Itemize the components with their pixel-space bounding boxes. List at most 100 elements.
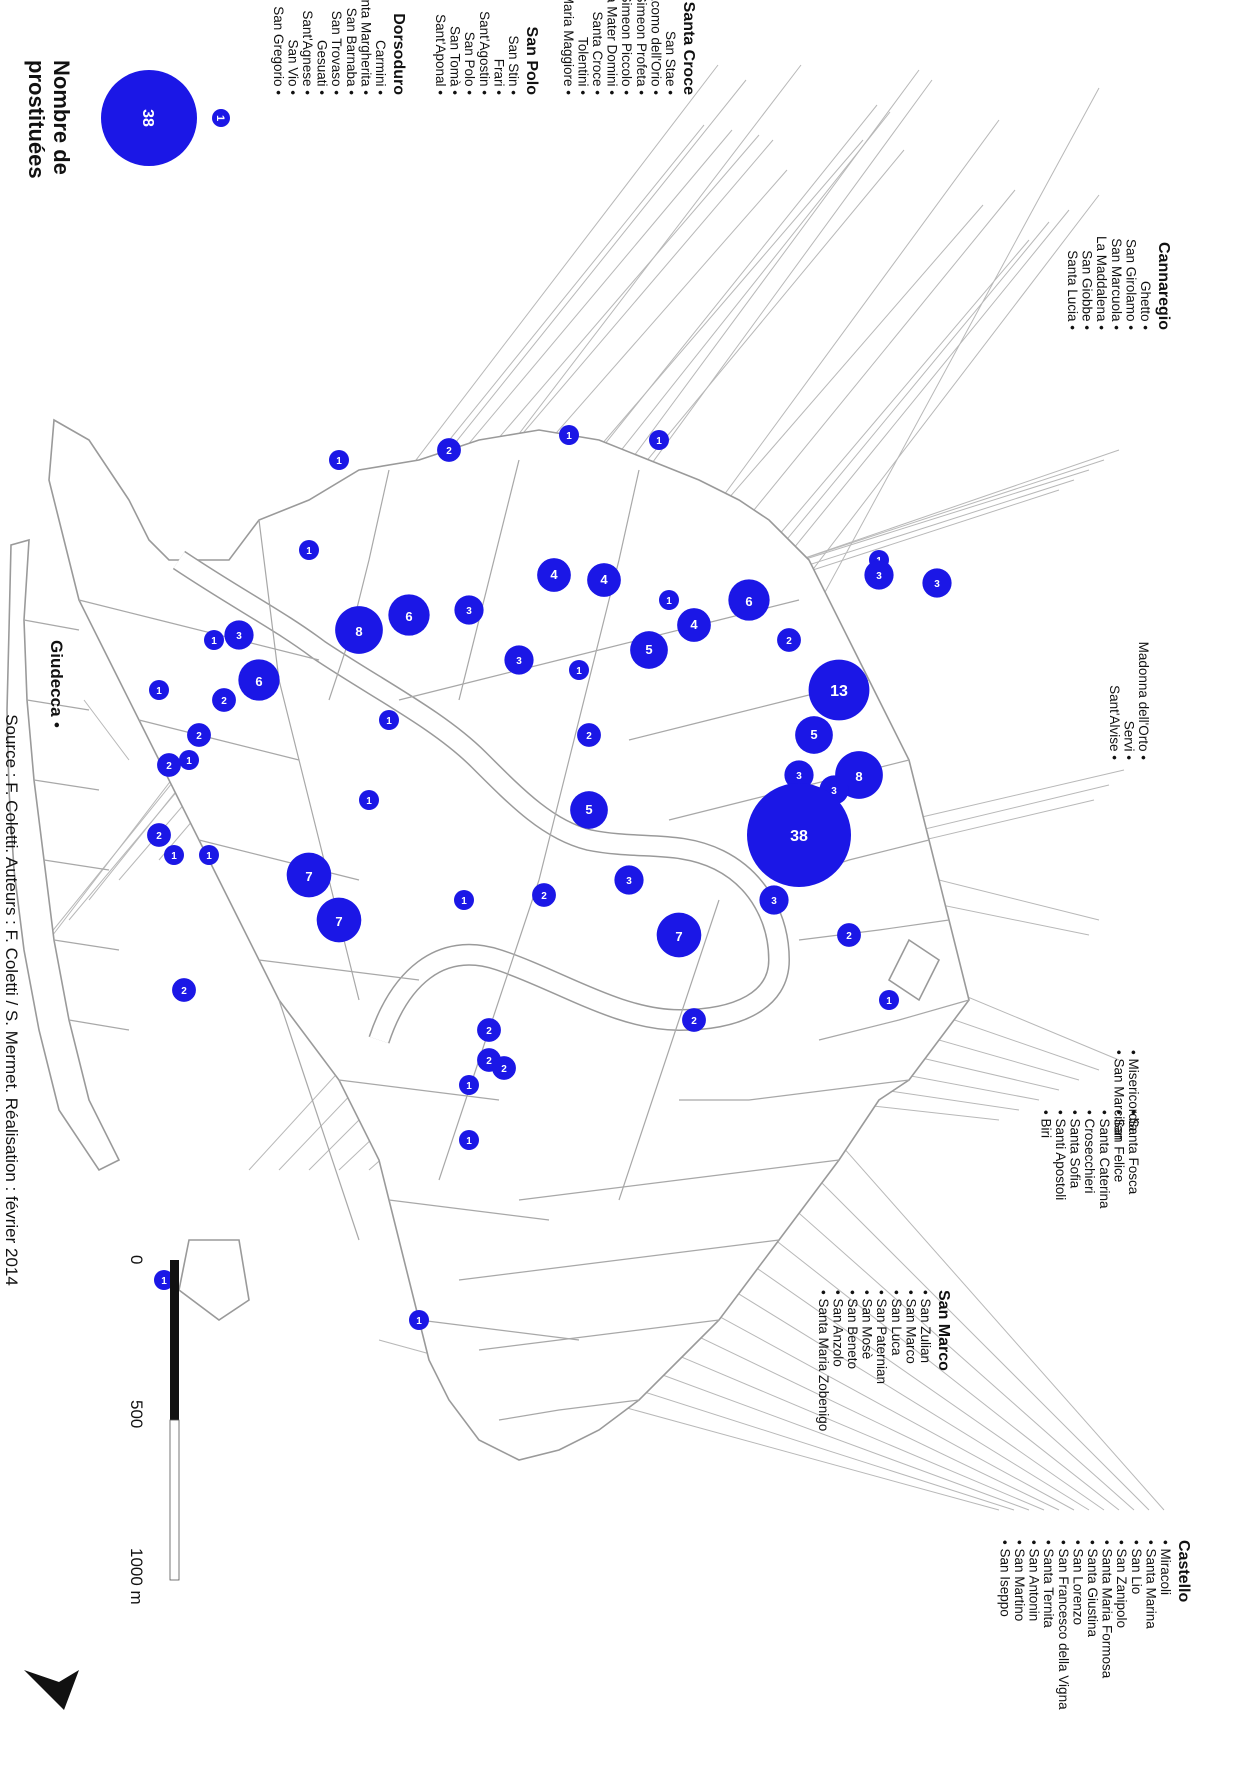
count-label: 2 [166,761,172,772]
count-circle [569,660,589,680]
count-label: 6 [405,609,412,624]
scale-black-segment [170,1260,179,1420]
count-label: 5 [810,727,817,742]
count-label: 2 [196,731,202,742]
count-label: 2 [586,731,592,742]
count-label: 1 [656,436,662,447]
parish-label: • San Francesco della Vigna [1056,1540,1071,1710]
count-label: 2 [846,931,852,942]
proportional-circles: 1211143363168441132133155112122833172221… [147,425,952,1330]
district-title-cannaregio: Cannaregio [1155,242,1172,330]
count-label: 1 [576,666,582,677]
count-circle [747,783,851,887]
parish-label: San Marcuola • [1109,238,1124,330]
count-label: 1 [186,756,192,767]
count-circle [388,594,430,636]
count-circle [759,885,789,915]
count-label: 1 [386,716,392,727]
legend-min-label: 1 [214,115,226,121]
parish-label: • San Iseppo [997,1540,1012,1617]
count-label: 3 [796,771,802,782]
parish-label: • Miracoli [1158,1540,1173,1595]
count-circle [459,1130,479,1150]
count-label: 6 [745,594,752,609]
count-label: 1 [161,1276,167,1287]
count-label: 1 [666,596,672,607]
count-label: 1 [306,546,312,557]
parish-label: • San Lio [1129,1540,1144,1594]
district-cannaregio-east: • Misericordia• San Marcilian [1111,1050,1141,1140]
count-label: 7 [335,914,342,929]
parish-label: • San Zanipolo [1114,1540,1129,1628]
count-circle [777,628,801,652]
parish-label: San Gregorio • [271,6,286,95]
scale-label-1000: 1000 m [127,1548,146,1605]
count-circle [179,750,199,770]
count-circle [238,659,280,701]
count-label: 1 [366,796,372,807]
count-circle [728,579,770,621]
count-circle [922,568,952,598]
count-label: 1 [156,686,162,697]
parish-label: • San Zulian [918,1290,933,1363]
count-circle [784,760,814,790]
parish-label: San Girolamo • [1123,239,1138,330]
parish-label: Ghetto • [1138,281,1153,330]
count-circle [335,606,383,654]
count-circle [649,430,669,450]
count-circle [454,595,484,625]
count-circle [587,563,621,597]
count-circle [299,540,319,560]
parish-label: • Santa Maria Formosa [1100,1540,1115,1679]
count-label: 8 [355,624,362,639]
giudecca-label: Giudecca [47,640,66,717]
count-label: 3 [236,631,242,642]
count-circle [409,1310,429,1330]
count-circle [682,1008,706,1032]
count-circle [359,790,379,810]
parish-label: • San Luca [889,1290,904,1356]
district-title-san-marco: San Marco [935,1290,952,1371]
parish-label: Santa Margherita • [358,0,373,95]
count-label: 13 [830,683,848,700]
count-circle [157,753,181,777]
parish-label: San Stae • [663,31,678,95]
parish-label: San Barnaba • [344,8,359,96]
count-label: 1 [211,636,217,647]
count-label: 1 [466,1136,472,1147]
parish-label: • Santi Apostoli [1053,1110,1068,1200]
count-label: 1 [336,456,342,467]
district-title-dorsoduro: Dorsoduro [390,13,407,95]
legend-min-circle [212,109,230,127]
count-circle [329,450,349,470]
legend-max-label: 38 [139,109,156,127]
count-label: 3 [934,579,940,590]
count-label: 3 [876,571,882,582]
count-circle [837,923,861,947]
scale-label-0: 0 [127,1255,146,1264]
scale-bar: 0 500 1000 m [127,1255,180,1605]
parish-label: • San Mosè [860,1290,875,1359]
parish-label: Servi • [1121,721,1136,761]
parish-label: San Stin • [506,35,521,95]
count-circle [677,608,711,642]
count-circle [379,710,399,730]
count-label: 2 [486,1056,492,1067]
count-circle [656,912,702,958]
count-circle [437,438,461,462]
district-castello: Castello• Miracoli• Santa Marina• San Li… [997,1540,1192,1710]
district-title-san-polo: San Polo [523,27,540,96]
parish-label: • Crosecchieri [1082,1110,1097,1194]
parish-label: Santa Maria Mater Domini • [605,0,620,95]
parish-label: • San Antonin [1027,1540,1042,1621]
source-text: Source : F. Coletti. Auteurs : F. Colett… [2,714,21,1286]
count-circle [204,630,224,650]
count-circle [459,1075,479,1095]
parish-label: Santa Maria Maggiore • [561,0,576,95]
count-label: 4 [550,567,558,582]
parish-label: • San Beneto [845,1290,860,1369]
